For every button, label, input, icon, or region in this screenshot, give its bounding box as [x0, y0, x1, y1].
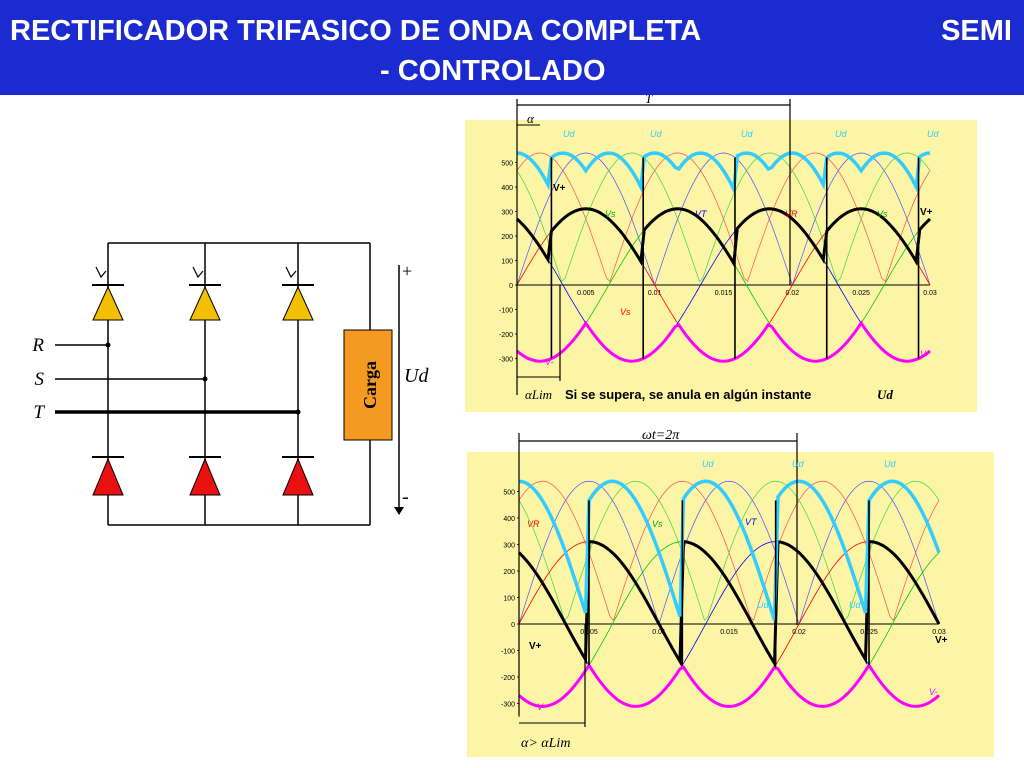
x-tick-label: 0.03 [923, 290, 937, 297]
y-tick-label: 100 [501, 259, 513, 266]
y-tick-label: -100 [499, 308, 513, 315]
title-line2: - CONTROLADO [380, 55, 606, 87]
vminus-label: V- [537, 702, 546, 712]
diode-t [282, 456, 314, 496]
plus-label: + [402, 261, 412, 281]
ud-label: Ud [650, 129, 662, 139]
rectifier-circuit-diagram: Carga R S T + - Ud [31, 242, 429, 526]
bottom-waveform-plot: 5004003002001000-100-200-3000.0050.010.0… [501, 428, 948, 751]
period-label: T [645, 95, 653, 106]
vminus-label-right: V- [920, 349, 929, 359]
x-tick-label: 0.015 [715, 290, 733, 297]
load-label: Carga [360, 361, 380, 409]
x-tick-label: 0.025 [852, 290, 870, 297]
vs-label-3: Vs [620, 307, 631, 317]
ud-label: Ud [563, 129, 575, 139]
alpha-lim-label: αLim [525, 387, 552, 402]
thyristor-r [92, 266, 124, 321]
line-voltage-curve [516, 152, 931, 283]
phase-label-r: R [31, 335, 44, 356]
ud-label: Ud [927, 129, 939, 139]
x-tick-label: 0.005 [577, 290, 595, 297]
vplus-label-right: V+ [935, 635, 948, 646]
y-tick-label: 400 [501, 185, 513, 192]
vt-label: VT [695, 209, 708, 219]
phase-label-t: T [33, 402, 45, 423]
diode-s [189, 456, 221, 496]
y-tick-label: 500 [503, 490, 515, 497]
line-voltage-curve [518, 480, 940, 626]
ud-label: Ud [757, 600, 769, 610]
y-tick-label: -200 [499, 332, 513, 339]
line-voltage-curve [516, 152, 931, 286]
ud-label: Ud [849, 600, 861, 610]
vt-label: VT [745, 517, 758, 527]
y-tick-label: 400 [503, 516, 515, 523]
v-minus-envelope [518, 662, 940, 708]
title-line1: RECTIFICADOR TRIFASICO DE ONDA COMPLETA [10, 15, 702, 47]
vs-label: Vs [605, 209, 616, 219]
ud-label: Ud [792, 459, 804, 469]
ud-label: Ud [404, 365, 429, 387]
minus-label: - [402, 486, 409, 508]
thyristor-s [189, 266, 221, 321]
period-label: ωt=2π [642, 428, 680, 443]
ud-output-curve [516, 151, 931, 196]
y-tick-label: 300 [503, 543, 515, 550]
alpha-lim-note: Si se supera, se anula en algún instante [565, 387, 811, 402]
y-tick-label: 200 [501, 234, 513, 241]
ud-label: Ud [741, 129, 753, 139]
vplus-label-right: V+ [920, 207, 933, 218]
slide-header: RECTIFICADOR TRIFASICO DE ONDA COMPLETA … [0, 0, 1024, 95]
diode-r [92, 456, 124, 496]
alpha-lim-note-ud: Ud [877, 387, 893, 402]
y-tick-label: 500 [501, 161, 513, 168]
y-tick-label: -100 [501, 649, 515, 656]
y-tick-label: 100 [503, 596, 515, 603]
y-tick-label: -300 [501, 702, 515, 709]
y-tick-label: 300 [501, 210, 513, 217]
y-tick-label: 200 [503, 569, 515, 576]
v-plus-envelope [515, 207, 932, 269]
top-waveform-plot: 500 400 300 200 100 0 -100 -200 -300 0.005 0.01 0.0… [499, 95, 940, 402]
vplus-label: V+ [529, 641, 542, 652]
x-tick-label: 0.03 [932, 629, 946, 636]
thyristor-t [282, 266, 314, 321]
x-tick-label: 0.02 [792, 629, 806, 636]
x-tick-label: 0.02 [786, 290, 800, 297]
vr-label: VR [785, 209, 798, 219]
y-tick-label: -200 [501, 675, 515, 682]
ud-label: Ud [835, 129, 847, 139]
alpha-condition-label: α> αLim [521, 736, 570, 751]
vs-label: Vs [652, 519, 663, 529]
y-tick-label: -300 [499, 357, 513, 364]
load-resistor [343, 329, 393, 441]
vr-label: VR [527, 519, 540, 529]
alpha-label: α [527, 111, 535, 126]
x-tick-label: 0.015 [720, 629, 738, 636]
vminus-label-right: V- [929, 687, 938, 697]
phase-label-s: S [35, 369, 45, 390]
title-line1-right: SEMI [941, 15, 1012, 47]
ud-label: Ud [702, 459, 714, 469]
ud-output-curve [518, 479, 941, 621]
vplus-label: V+ [553, 183, 566, 194]
x-tick-label: 0.01 [648, 290, 662, 297]
v-minus-envelope [516, 320, 931, 363]
vs-label-2: Vs [877, 209, 888, 219]
x-tick-label: 0.01 [652, 629, 666, 636]
y-tick-label: 0 [511, 622, 515, 629]
vminus-label: V- [545, 357, 554, 367]
y-tick-label: 0 [509, 283, 513, 290]
ud-label: Ud [884, 459, 896, 469]
